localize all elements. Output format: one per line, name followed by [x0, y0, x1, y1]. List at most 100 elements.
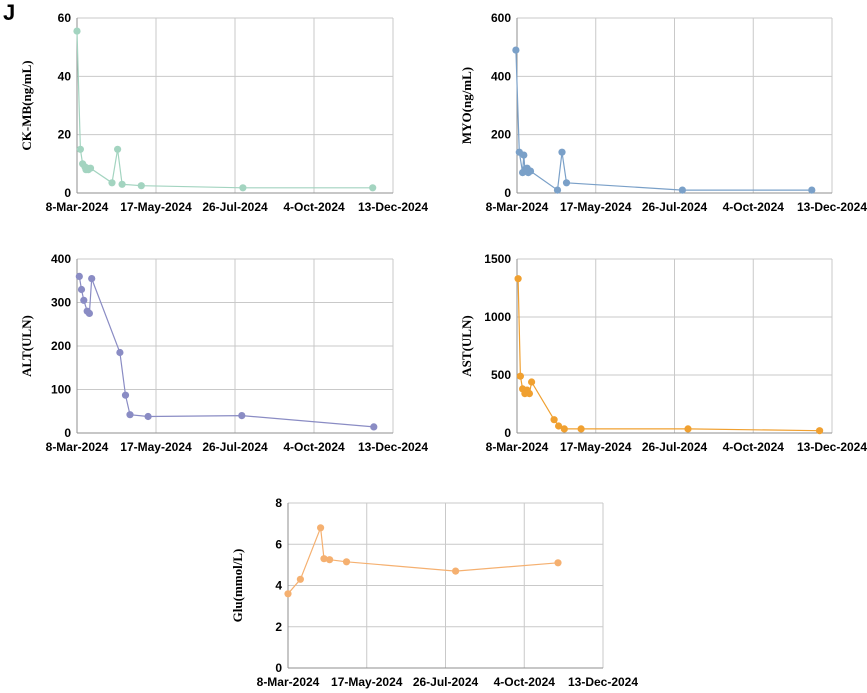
y-tick-label: 200	[51, 339, 71, 353]
y-tick-label: 0	[64, 426, 71, 440]
x-tick-label: 17-May-2024	[120, 440, 192, 454]
data-point	[73, 27, 81, 35]
x-tick-label: 26-Jul-2024	[413, 675, 479, 689]
data-point	[678, 186, 687, 194]
chart-panel-1: 0 20 40 60 8-Mar-2024 17-May-2024 26-Jul-2024 4…	[19, 11, 428, 214]
x-tick-label: 26-Jul-2024	[202, 440, 268, 454]
data-point	[808, 186, 816, 194]
data-point	[558, 148, 566, 156]
x-tick-label: 4-Oct-2024	[283, 440, 345, 454]
data-point	[554, 559, 562, 567]
data-point	[116, 348, 124, 357]
series-line	[517, 278, 820, 432]
data-point	[526, 167, 535, 175]
data-point	[121, 391, 130, 399]
chart-panel-4: 0 500 1000 1500 8-Mar-2024 17-May-2024 26-Jul-…	[459, 252, 867, 454]
x-tick-label: 17-May-2024	[331, 675, 403, 689]
x-tick-label: 13-Dec-2024	[358, 440, 428, 454]
x-tick-label: 26-Jul-2024	[642, 440, 708, 454]
y-tick-label: 2	[275, 620, 282, 634]
panel-label: J	[3, 0, 16, 25]
x-tick-label: 4-Oct-2024	[283, 200, 345, 214]
data-point	[555, 422, 563, 430]
x-tick-label: 8-Mar-2024	[46, 440, 109, 454]
data-point	[239, 184, 247, 192]
y-axis-title: CK-MB(ng/mL)	[19, 60, 34, 150]
data-point	[370, 423, 378, 431]
data-point	[80, 296, 88, 304]
y-tick-label: 300	[51, 296, 71, 310]
data-point	[296, 575, 304, 583]
data-point	[560, 425, 568, 433]
data-point	[77, 285, 86, 294]
y-tick-label: 4	[275, 579, 282, 593]
x-tick-label: 13-Dec-2024	[568, 675, 638, 689]
data-point	[88, 275, 96, 283]
y-tick-label: 600	[491, 11, 511, 25]
data-point	[137, 182, 145, 190]
data-point	[516, 372, 525, 380]
data-point	[284, 590, 292, 598]
y-tick-label: 400	[51, 252, 71, 266]
data-point	[816, 427, 824, 435]
y-tick-label: 0	[275, 661, 282, 675]
data-point	[369, 184, 377, 192]
data-point	[684, 425, 692, 433]
data-point	[553, 186, 562, 194]
y-tick-label: 500	[491, 368, 511, 382]
series-line	[78, 276, 374, 428]
data-point	[75, 272, 83, 280]
data-point	[512, 46, 520, 54]
chart-panel-3: 0 100 200 300 400 8-Mar-2024 17-May-2024 26-Jul…	[19, 252, 428, 454]
x-tick-label: 26-Jul-2024	[642, 200, 708, 214]
data-point	[525, 390, 534, 398]
y-axis-title: Glu(mmol/L)	[230, 549, 245, 623]
data-point	[108, 179, 116, 187]
chart-panel-5: 0 2 4 6 8 8-Mar-2024 17-May-2024 26-Jul-2024 4-O…	[230, 496, 638, 689]
data-point	[528, 378, 536, 386]
data-point	[85, 309, 93, 317]
data-point	[76, 145, 84, 153]
x-tick-label: 8-Mar-2024	[257, 675, 320, 689]
y-tick-label: 200	[491, 128, 511, 142]
y-axis-title: ALT(ULN)	[19, 315, 34, 377]
y-axis-title: MYO(ng/mL)	[459, 67, 474, 144]
y-tick-label: 8	[275, 496, 282, 510]
y-tick-label: 400	[491, 69, 511, 83]
data-point	[342, 558, 351, 566]
x-tick-label: 26-Jul-2024	[202, 200, 268, 214]
x-tick-label: 17-May-2024	[120, 200, 192, 214]
data-point	[118, 180, 126, 188]
y-tick-label: 1500	[484, 252, 511, 266]
data-point	[317, 524, 325, 532]
y-tick-label: 0	[504, 426, 511, 440]
series-line	[515, 50, 812, 192]
data-point	[577, 425, 585, 433]
x-tick-label: 8-Mar-2024	[46, 200, 109, 214]
x-tick-label: 17-May-2024	[560, 200, 632, 214]
data-point	[452, 567, 460, 575]
x-tick-label: 8-Mar-2024	[486, 200, 549, 214]
y-tick-label: 1000	[484, 310, 511, 324]
data-point	[520, 151, 528, 159]
y-tick-label: 6	[275, 537, 282, 551]
x-tick-label: 4-Oct-2024	[723, 200, 785, 214]
x-tick-label: 4-Oct-2024	[723, 440, 785, 454]
data-point	[514, 275, 522, 283]
data-point	[326, 556, 334, 564]
x-tick-label: 17-May-2024	[560, 440, 632, 454]
x-tick-label: 4-Oct-2024	[494, 675, 556, 689]
data-point	[238, 412, 246, 420]
y-tick-label: 20	[58, 128, 72, 142]
y-tick-label: 40	[58, 69, 72, 83]
data-point	[562, 179, 571, 187]
data-point	[126, 411, 134, 419]
data-point	[86, 164, 95, 172]
data-point	[114, 145, 122, 153]
x-tick-label: 13-Dec-2024	[797, 440, 867, 454]
series-line	[76, 31, 373, 189]
y-tick-label: 60	[58, 11, 72, 25]
data-point	[144, 412, 152, 421]
y-tick-label: 100	[51, 383, 71, 397]
